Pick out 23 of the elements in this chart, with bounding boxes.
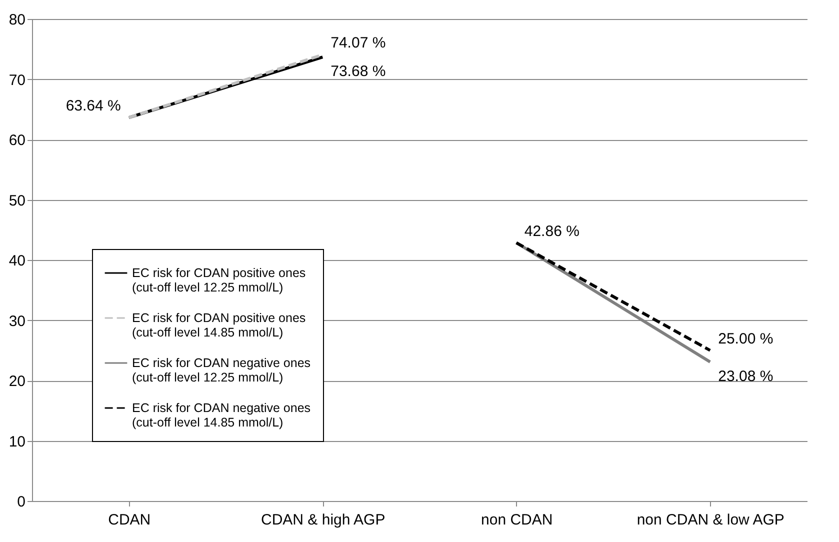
legend-label: EC risk for CDAN positive ones (cut-off level 14.85 mmol/L) <box>132 311 306 340</box>
x-tick-label: non CDAN & low AGP <box>636 512 784 528</box>
y-tick-label: 30 <box>8 312 26 330</box>
legend-label: EC risk for CDAN negative ones (cut-off level 12.25 mmol/L) <box>132 356 311 384</box>
y-tick-label: 20 <box>8 373 26 390</box>
y-tick-label: 10 <box>8 433 26 450</box>
data-label: 25.00 % <box>718 330 774 348</box>
x-tick-label: CDAN <box>108 512 151 528</box>
y-tick-label: 50 <box>8 192 26 210</box>
data-label: 74.07 % <box>330 34 386 52</box>
x-tick-label: CDAN & high AGP <box>261 512 386 528</box>
legend-label: EC risk for CDAN negative ones (cut-off level 14.85 mmol/L) <box>132 401 311 430</box>
data-label: 23.08 % <box>718 368 774 385</box>
y-tick-label: 60 <box>8 132 26 149</box>
y-tick-label: 80 <box>8 12 26 28</box>
legend-label: EC risk for CDAN positive ones (cut-off level 12.25 mmol/L) <box>132 266 306 294</box>
data-label: 73.68 % <box>330 63 386 80</box>
y-tick-label: 0 <box>17 494 26 510</box>
data-label: 63.64 % <box>66 98 121 115</box>
data-label: 42.86 % <box>524 222 580 240</box>
x-tick-label: non CDAN <box>481 512 553 528</box>
y-tick-label: 40 <box>8 252 26 270</box>
y-tick-label: 70 <box>8 72 26 89</box>
